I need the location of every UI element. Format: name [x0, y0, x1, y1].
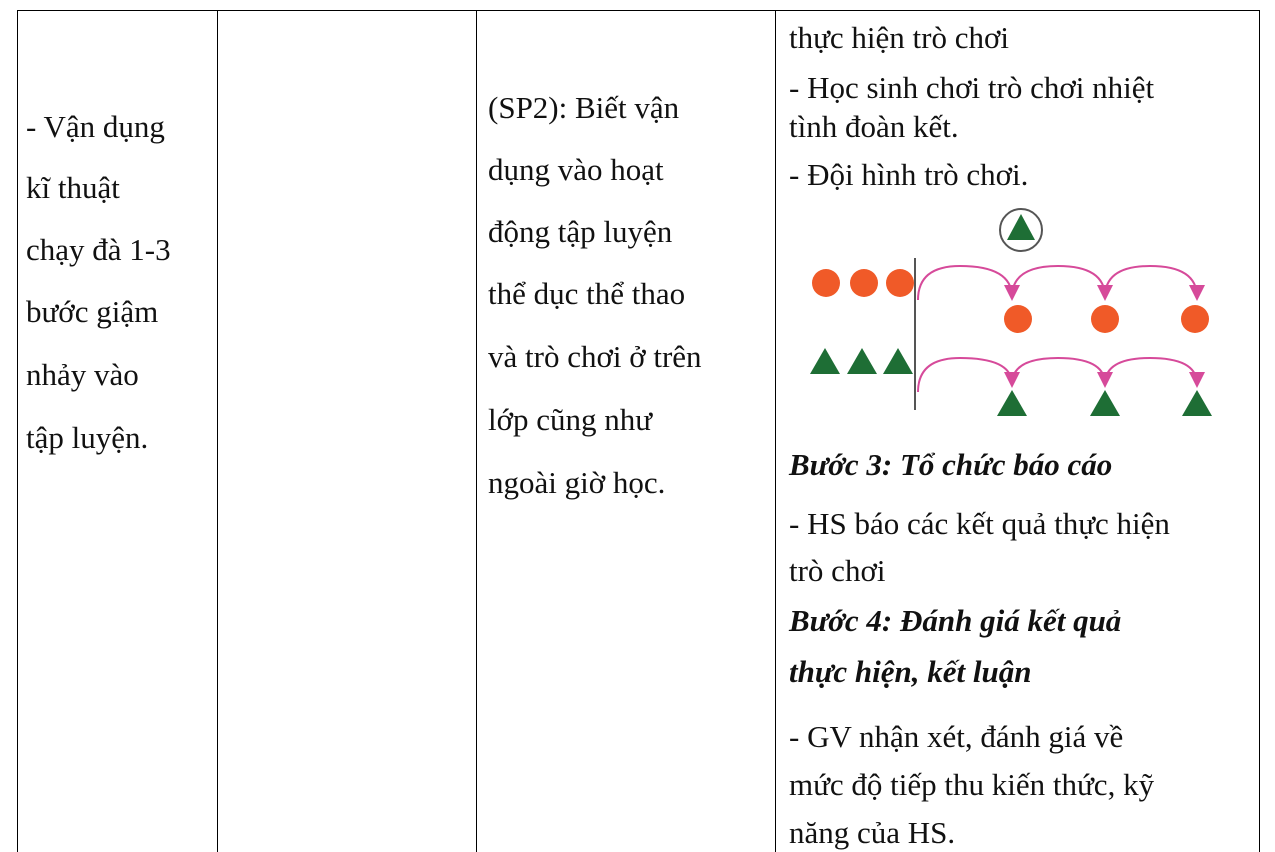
- table-border: [775, 10, 776, 852]
- table-border: [217, 10, 218, 852]
- text-line: ngoài giờ học.: [488, 465, 666, 500]
- table-border: [17, 10, 18, 852]
- text-line: chạy đà 1-3: [26, 232, 171, 267]
- text-line: lớp cũng như: [488, 402, 653, 437]
- text-line: trò chơi: [789, 553, 886, 588]
- table-border: [17, 10, 1260, 11]
- text-line: (SP2): Biết vận: [488, 90, 680, 125]
- text-line: tập luyện.: [26, 420, 149, 455]
- text-line: thể dục thể thao: [488, 276, 686, 311]
- text-line: động tập luyện: [488, 214, 673, 249]
- text-line: thực hiện, kết luận: [789, 654, 1032, 689]
- text-line: bước giậm: [26, 294, 159, 329]
- text-line: dụng vào hoạt: [488, 152, 664, 187]
- table-border: [476, 10, 477, 852]
- text-line: kĩ thuật: [26, 170, 120, 205]
- text-line: mức độ tiếp thu kiến thức, kỹ: [789, 767, 1155, 802]
- text-line: - Vận dụng: [26, 109, 165, 144]
- table-border: [1259, 10, 1260, 852]
- text-line: và trò chơi ở trên: [488, 339, 702, 374]
- text-line: Bước 4: Đánh giá kết quả: [789, 603, 1122, 638]
- text-line: nhảy vào: [26, 357, 139, 392]
- text-line: - Học sinh chơi trò chơi nhiệt: [789, 70, 1155, 105]
- text-line: - HS báo các kết quả thực hiện: [789, 506, 1170, 541]
- text-line: Bước 3: Tổ chức báo cáo: [789, 447, 1113, 482]
- text-line: - GV nhận xét, đánh giá về: [789, 719, 1124, 754]
- text-line: thực hiện trò chơi: [789, 20, 1009, 55]
- text-line: - Đội hình trò chơi.: [789, 157, 1029, 192]
- text-line: tình đoàn kết.: [789, 109, 959, 144]
- text-line: năng của HS.: [789, 815, 956, 850]
